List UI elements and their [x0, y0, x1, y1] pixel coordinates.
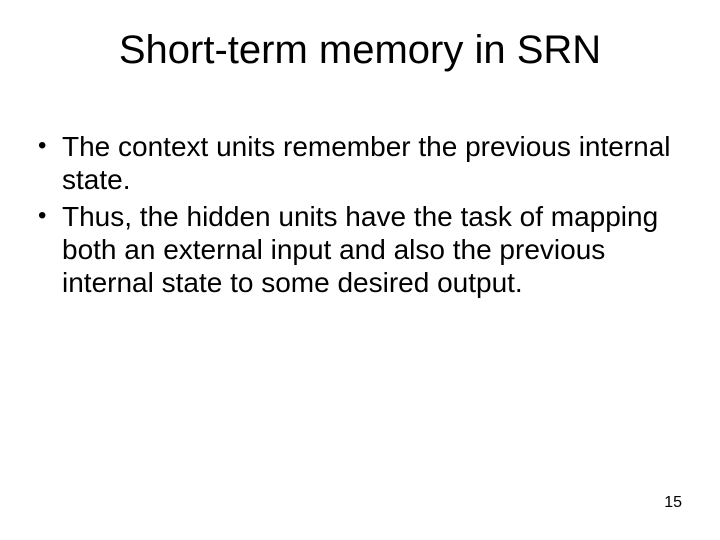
page-number: 15 [664, 494, 682, 512]
slide-body: The context units remember the previous … [34, 130, 680, 303]
bullet-item: The context units remember the previous … [34, 130, 680, 196]
slide: Short-term memory in SRN The context uni… [0, 0, 720, 540]
bullet-list: The context units remember the previous … [34, 130, 680, 299]
slide-title: Short-term memory in SRN [0, 28, 720, 73]
bullet-item: Thus, the hidden units have the task of … [34, 200, 680, 299]
